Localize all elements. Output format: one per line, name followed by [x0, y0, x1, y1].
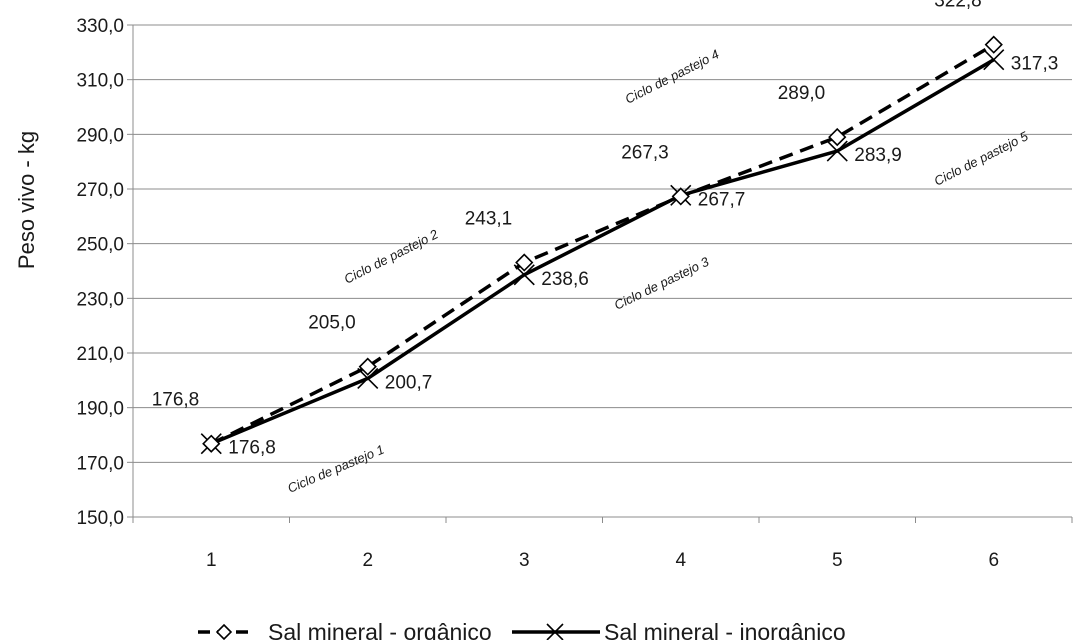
marker-diamond [202, 434, 221, 453]
marker-diamond [984, 35, 1003, 54]
data-labels: 176,8 205,0 243,1 267,3 289,0 322,8 176,8 200,7… [152, 0, 1059, 459]
y-tick-label: 150,0 [76, 508, 124, 529]
data-label-organico: 322,8 [934, 0, 982, 12]
x-tick-label: 1 [206, 550, 217, 571]
data-label-inorganico: 283,9 [854, 145, 902, 166]
data-label-organico: 267,3 [621, 142, 669, 163]
marker-diamond [515, 253, 534, 272]
axes [127, 24, 1073, 523]
y-tick-label: 170,0 [76, 453, 124, 474]
legend-marker-diamond [215, 623, 233, 640]
y-tick-label: 290,0 [76, 125, 124, 146]
y-axis-title: Peso vivo - kg [14, 131, 39, 269]
y-tick-label: 270,0 [76, 180, 124, 201]
marker-diamond [671, 187, 690, 206]
cycle-annotation: Ciclo de pastejo 3 [612, 254, 712, 313]
marker-x-stroke [357, 367, 379, 389]
marker-x [983, 49, 1005, 71]
series-group [200, 35, 1005, 455]
y-tick-label: 210,0 [76, 344, 124, 365]
legend-marker-x [546, 623, 564, 640]
series-line-organico [210, 43, 995, 446]
y-tick-label: 310,0 [76, 71, 124, 92]
x-tick-label: 4 [675, 550, 686, 571]
y-tick-label: 230,0 [76, 289, 124, 310]
cycle-annotation: Ciclo de pastejo 2 [342, 226, 442, 287]
data-label-inorganico: 176,8 [228, 438, 276, 459]
y-tick-labels: 150,0 170,0 190,0 210,0 230,0 250,0 270,0 290,0… [76, 16, 124, 529]
marker-x [357, 367, 379, 389]
x-tick-label: 2 [362, 550, 373, 571]
series-line-inorganico [210, 58, 995, 446]
data-label-organico: 289,0 [778, 83, 826, 104]
data-label-inorganico: 267,7 [698, 189, 746, 210]
cycle-annotations: Ciclo de pastejo 1 Ciclo de pastejo 2 Cicl… [285, 46, 1031, 495]
marker-x [826, 140, 848, 162]
data-label-organico: 176,8 [152, 390, 200, 411]
y-tick-label: 250,0 [76, 235, 124, 256]
x-tick-label: 5 [832, 550, 843, 571]
data-label-organico: 243,1 [465, 209, 513, 230]
data-label-organico: 205,0 [308, 313, 356, 334]
x-tick-label: 6 [988, 550, 999, 571]
data-label-inorganico: 238,6 [541, 269, 589, 290]
x-tick-label: 3 [519, 550, 530, 571]
marker-x-stroke [826, 140, 848, 162]
cycle-annotation: Ciclo de pastejo 5 [932, 128, 1032, 189]
y-tick-label: 190,0 [76, 399, 124, 420]
legend-label-organico: Sal mineral - orgânico [268, 619, 492, 640]
marker-diamond [358, 357, 377, 376]
marker-x-stroke [513, 264, 535, 286]
marker-x [513, 264, 535, 286]
marker-diamond [828, 127, 847, 147]
marker-x-stroke [983, 49, 1005, 71]
cycle-annotation: Ciclo de pastejo 4 [623, 46, 722, 106]
data-label-inorganico: 317,3 [1011, 54, 1059, 75]
gridlines [133, 24, 1072, 463]
x-tick-labels: 1 2 3 4 5 6 [206, 550, 999, 571]
legend-label-inorganico: Sal mineral - inorgânico [604, 619, 846, 640]
y-tick-label: 330,0 [76, 16, 124, 37]
data-label-inorganico: 200,7 [385, 372, 433, 393]
legend: Sal mineral - orgânico Sal mineral - inor… [198, 619, 846, 640]
cycle-annotation: Ciclo de pastejo 1 [285, 442, 386, 496]
